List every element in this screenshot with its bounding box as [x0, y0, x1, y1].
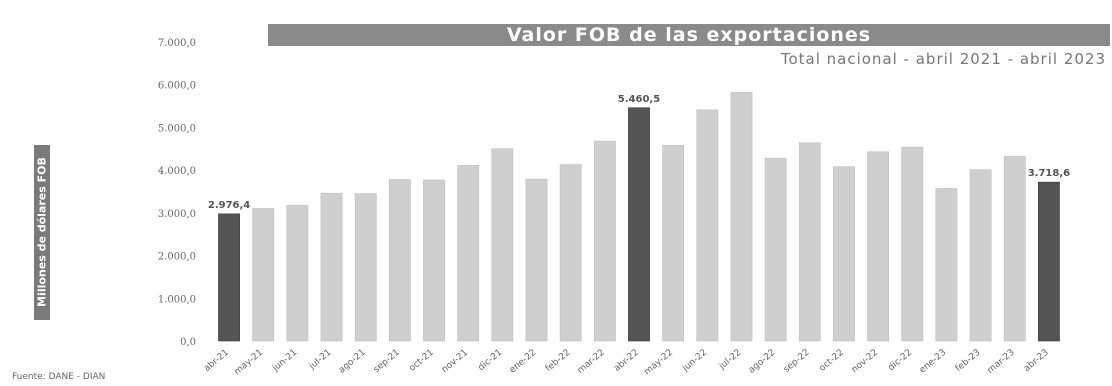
- bar: [798, 142, 821, 342]
- bar: [696, 109, 719, 342]
- y-tick-label: 4.000,0: [158, 166, 196, 177]
- bar: [662, 145, 685, 342]
- bar: [320, 192, 343, 342]
- bar: [388, 179, 411, 342]
- title-banner: [268, 24, 1110, 46]
- bar: [559, 164, 582, 342]
- y-tick-label: 7.000,0: [158, 38, 196, 49]
- data-label: 5.460,5: [618, 94, 660, 105]
- x-tick-label: jun-22: [680, 348, 709, 375]
- y-tick-label: 0,0: [180, 337, 196, 348]
- x-tick-label: abr-21: [202, 348, 231, 374]
- bar: [1003, 156, 1026, 342]
- x-tick-label: ago-21: [337, 348, 368, 376]
- x-tick-label: abr-22: [612, 348, 641, 374]
- bar: [354, 193, 377, 342]
- bar: [935, 188, 958, 342]
- bar-highlighted: [1038, 181, 1060, 342]
- x-tick-label: dic-22: [886, 348, 914, 374]
- bar: [593, 140, 616, 342]
- bar-highlighted: [628, 107, 650, 342]
- data-label: 3.718,6: [1028, 168, 1070, 179]
- x-tick-label: ene-23: [918, 348, 949, 376]
- x-tick-label: jul-21: [307, 348, 334, 373]
- y-tick-label: 5.000,0: [158, 123, 196, 134]
- x-tick-label: feb-23: [954, 348, 983, 374]
- data-label: 2.976,4: [208, 200, 250, 211]
- x-tick-label: nov-21: [440, 348, 470, 376]
- x-tick-label: dic-21: [477, 348, 505, 374]
- y-tick-label: 6.000,0: [158, 81, 196, 92]
- x-tick-label: ene-22: [508, 348, 539, 376]
- bar: [491, 148, 514, 342]
- bar: [423, 179, 445, 342]
- y-tick-label: 2.000,0: [158, 252, 196, 263]
- bar: [969, 169, 992, 342]
- x-tick-label: sep-21: [372, 348, 402, 375]
- x-tick-label: may-22: [642, 348, 675, 378]
- chart-subtitle: Total nacional - abril 2021 - abril 2023: [780, 50, 1106, 68]
- bar: [286, 204, 309, 342]
- x-tick-label: mar-23: [986, 348, 1017, 376]
- bar: [833, 166, 855, 342]
- x-tick-label: mar-22: [576, 348, 607, 376]
- y-tick-label: 1.000,0: [158, 294, 196, 305]
- bar: [764, 157, 787, 342]
- x-tick-label: oct-22: [817, 348, 845, 374]
- bar: [525, 178, 548, 342]
- x-tick-label: feb-22: [544, 348, 573, 374]
- bar: [901, 146, 924, 342]
- x-tick-label: abr-23: [1022, 348, 1051, 374]
- x-tick-label: ago-22: [747, 348, 778, 376]
- y-axis-label-box: [34, 145, 50, 320]
- x-tick-label: oct-21: [408, 348, 436, 374]
- chart-title: Valor FOB de las exportaciones: [506, 24, 872, 46]
- x-tick-label: jul-22: [717, 348, 744, 373]
- bar: [867, 151, 890, 342]
- y-tick-label: 3.000,0: [158, 209, 196, 220]
- x-tick-label: jun-21: [270, 348, 299, 375]
- x-tick-label: may-21: [233, 348, 266, 378]
- bar: [252, 208, 275, 342]
- bar: [457, 165, 480, 342]
- bar-highlighted: [218, 213, 240, 342]
- x-tick-label: nov-22: [850, 348, 880, 376]
- source-note: Fuente: DANE - DIAN: [12, 372, 106, 382]
- bar: [730, 92, 753, 342]
- x-tick-label: sep-22: [782, 348, 812, 375]
